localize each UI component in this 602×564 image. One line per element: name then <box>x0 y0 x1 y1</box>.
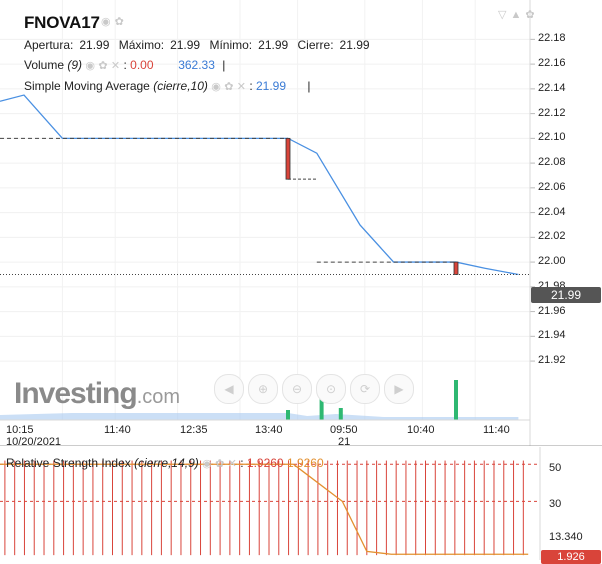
high-value: 21.99 <box>170 38 201 52</box>
open-value: 21.99 <box>79 38 110 52</box>
volume-bar <box>319 392 324 420</box>
eye-icon[interactable]: ◉ <box>101 16 111 28</box>
volume-value-1: 0.00 <box>130 58 154 72</box>
x-sub-label: 10/20/2021 <box>6 436 62 448</box>
volume-area <box>0 380 519 420</box>
y-tick-label: 22.10 <box>538 131 566 144</box>
close-icon[interactable]: ✕ <box>110 60 121 72</box>
last-price-tag: 21.99 <box>531 287 601 303</box>
close-label: Cierre: <box>297 38 334 52</box>
y-tick-label: 22.04 <box>538 205 566 218</box>
series-line <box>0 94 519 276</box>
y-tick-label: 21.94 <box>538 329 566 342</box>
rsi-param: (cierre,14,9) <box>134 456 199 470</box>
rsi-value-tag: 1.926 <box>541 550 601 564</box>
zoom-fit-icon[interactable]: ⊙ <box>316 374 346 404</box>
volume-bar <box>454 380 458 420</box>
sma-param: (cierre,10) <box>153 79 208 93</box>
scroll-left-icon[interactable]: ◀ <box>214 374 244 404</box>
x-tick-label: 13:40 <box>255 424 283 436</box>
gear-icon[interactable]: ✿ <box>525 9 535 21</box>
rsi-bars <box>4 460 524 556</box>
gear-icon[interactable]: ✿ <box>98 60 108 72</box>
y-tick-label: 22.06 <box>538 180 566 193</box>
reset-icon[interactable]: ⟳ <box>350 374 380 404</box>
rsi-chart[interactable] <box>0 447 602 560</box>
scroll-right-icon[interactable]: ▶ <box>384 374 414 404</box>
high-label: Máximo: <box>118 38 165 52</box>
x-tick-label: 09:50 <box>330 424 358 436</box>
candle <box>453 261 459 275</box>
candles <box>0 137 530 275</box>
investing-logo: Investing.com <box>14 377 181 410</box>
volume-legend: Volume (9) ◉ ✿ ✕ : 0.00 362.33 | <box>24 58 226 72</box>
close-icon[interactable]: ✕ <box>236 81 246 93</box>
y-tick-label: 22.08 <box>538 156 566 169</box>
main-chart[interactable] <box>0 0 602 446</box>
y-tick-label: 22.18 <box>538 32 566 45</box>
chart-top-controls: ▽ ▲ ✿ <box>498 8 535 22</box>
eye-icon[interactable]: ◉ <box>85 60 95 72</box>
rsi-y-tick-label: 30 <box>549 498 562 510</box>
sma-label: Simple Moving Average <box>24 79 150 93</box>
close-icon[interactable]: ✕ <box>227 458 237 470</box>
y-tick-label: 22.14 <box>538 81 566 94</box>
rsi-y-tick-label: 13.340 <box>549 531 583 543</box>
chevron-down-icon[interactable]: ▽ <box>498 9 507 21</box>
x-tick-label: 10:15 <box>6 424 34 436</box>
triangle-icon[interactable]: ▲ <box>510 9 522 21</box>
symbol-controls: ◉ ✿ <box>101 15 124 29</box>
y-tick-label: 22.16 <box>538 57 566 70</box>
chart-grid <box>0 0 535 420</box>
y-tick-label: 22.02 <box>538 230 566 243</box>
y-tick-label: 21.96 <box>538 304 566 317</box>
x-sub-label: 21 <box>338 436 351 448</box>
y-tick-label: 22.00 <box>538 255 566 268</box>
sma-legend: Simple Moving Average (cierre,10) ◉ ✿ ✕ … <box>24 79 311 93</box>
sma-value: 21.99 <box>256 79 287 93</box>
rsi-line <box>0 463 529 555</box>
low-label: Mínimo: <box>209 38 253 52</box>
y-tick-label: 21.92 <box>538 354 566 367</box>
rsi-series <box>0 463 529 555</box>
drawing-toolbar: ◀ ⊕ ⊖ ⊙ ⟳ ▶ <box>214 374 414 404</box>
rsi-value-2: 1.9260 <box>286 456 324 470</box>
volume-value-2: 362.33 <box>178 58 215 72</box>
gear-icon[interactable]: ✿ <box>114 16 124 28</box>
rsi-legend: Relative Strength Index (cierre,14,9) ◉ … <box>6 456 324 470</box>
volume-bar <box>286 410 290 420</box>
x-tick-label: 12:35 <box>180 424 208 436</box>
ohlc-line: Apertura: 21.99 Máximo: 21.99 Mínimo: 21.99… <box>24 38 376 52</box>
x-tick-label: 10:40 <box>407 424 435 436</box>
price-series <box>0 94 519 276</box>
y-tick-label: 22.12 <box>538 106 566 119</box>
open-label: Apertura: <box>24 38 74 52</box>
candle <box>285 137 291 180</box>
low-value: 21.99 <box>258 38 289 52</box>
volume-area-fill <box>0 413 519 420</box>
eye-icon[interactable]: ◉ <box>211 81 221 93</box>
rsi-label: Relative Strength Index <box>6 456 131 470</box>
volume-bar <box>338 408 343 420</box>
volume-param: (9) <box>67 58 83 72</box>
rsi-value-1: 1.9260 <box>246 456 284 470</box>
gear-icon[interactable]: ✿ <box>224 81 234 93</box>
zoom-in-icon[interactable]: ⊕ <box>248 374 278 404</box>
gear-icon[interactable]: ✿ <box>215 458 225 470</box>
eye-icon[interactable]: ◉ <box>202 458 212 470</box>
x-tick-label: 11:40 <box>483 424 510 436</box>
close-value: 21.99 <box>339 38 370 52</box>
x-tick-label: 11:40 <box>104 424 131 436</box>
zoom-out-icon[interactable]: ⊖ <box>282 374 312 404</box>
volume-label: Volume <box>24 58 65 72</box>
symbol-title: FNOVA17 <box>24 13 100 32</box>
rsi-y-tick-label: 50 <box>549 462 562 474</box>
